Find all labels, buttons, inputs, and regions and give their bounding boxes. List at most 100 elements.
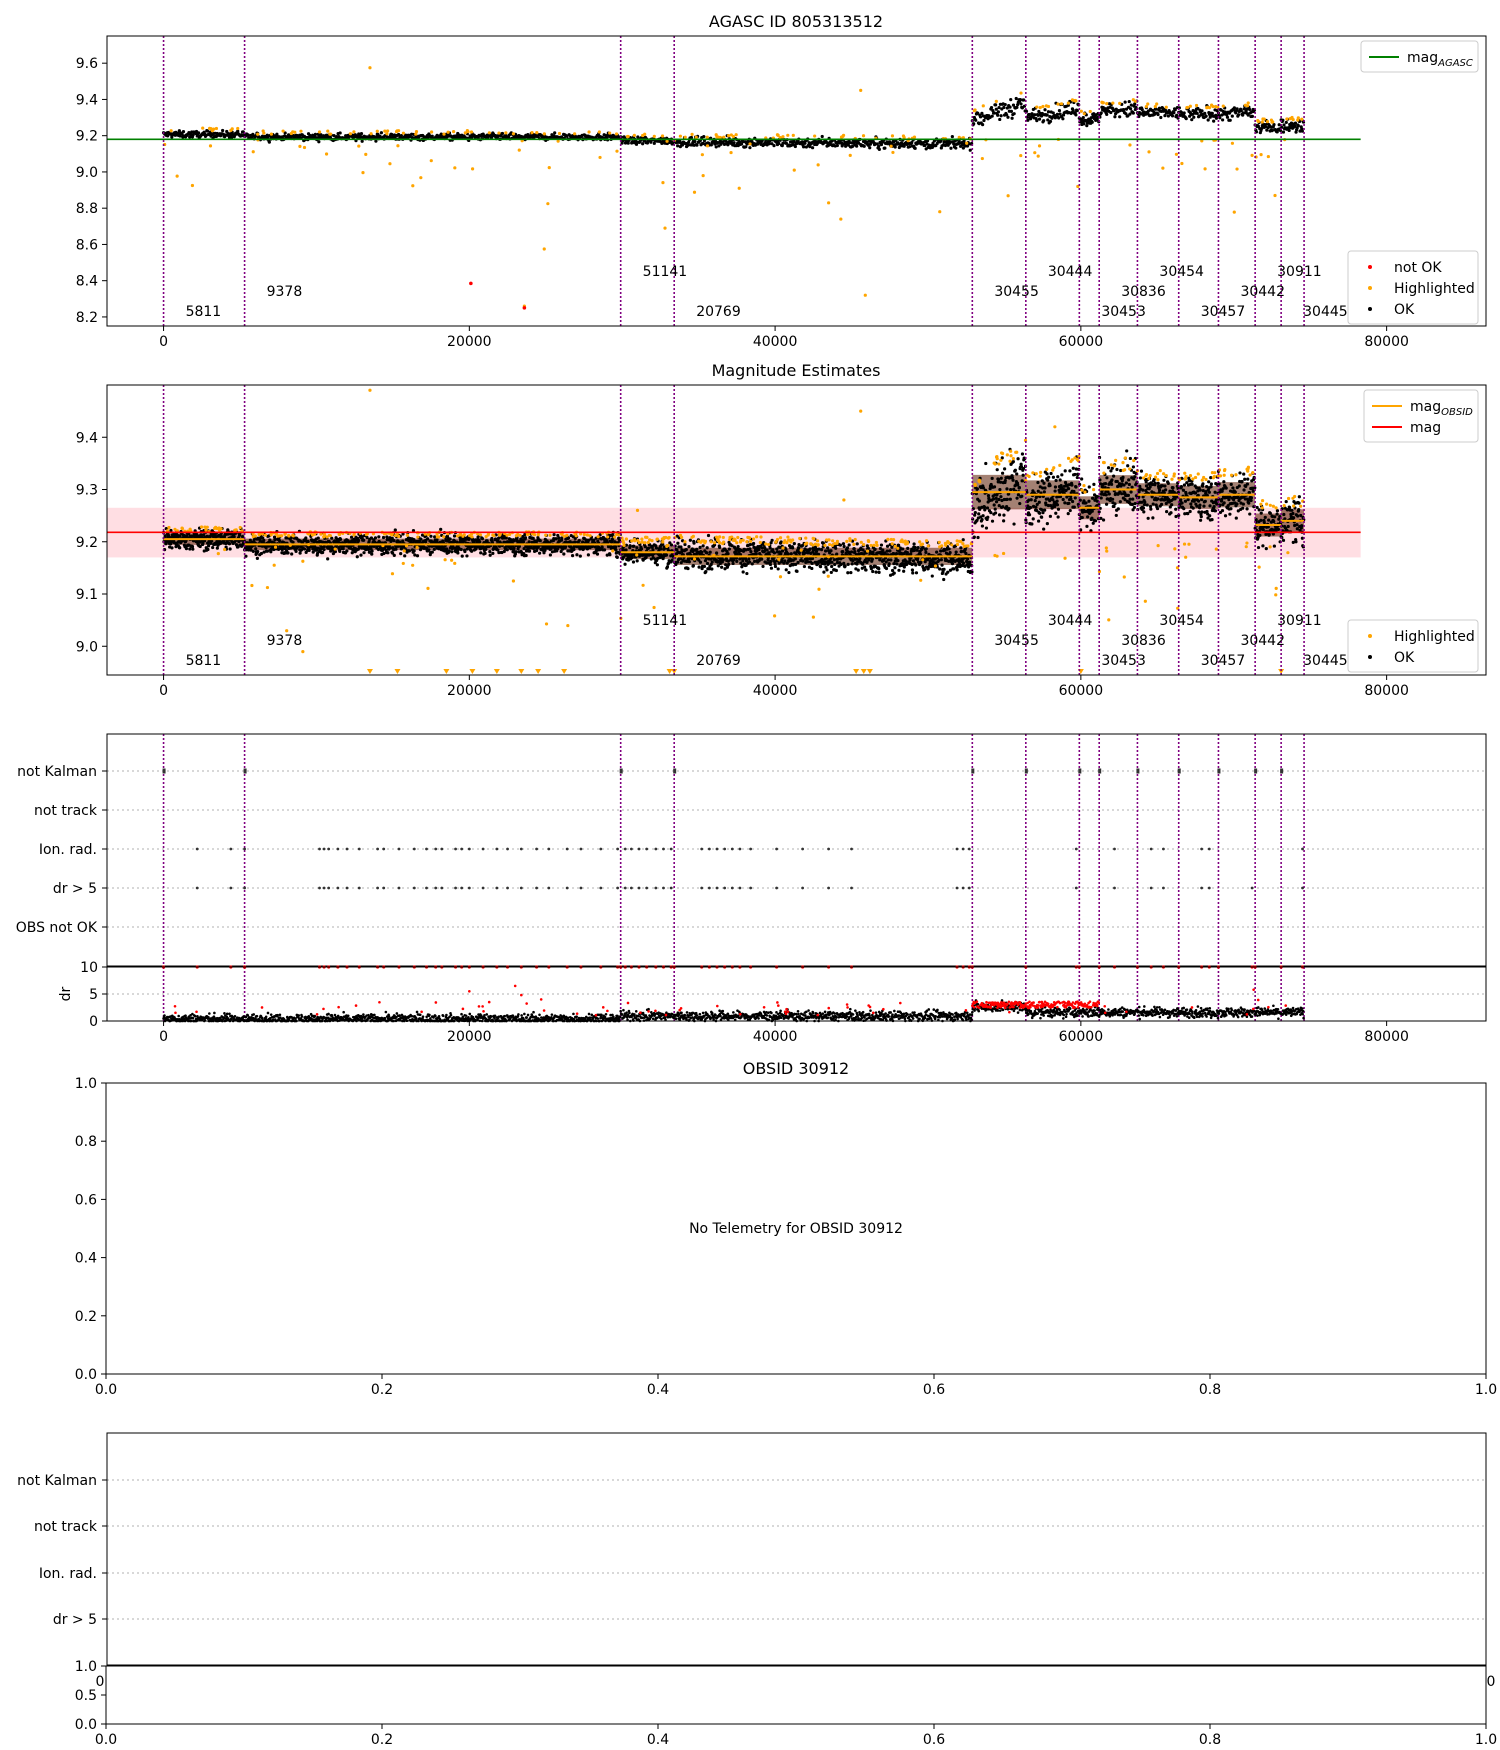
agasc-highlighted-point: [1230, 141, 1235, 145]
estimates-ok-point: [1071, 499, 1075, 504]
estimates-ok-point: [370, 549, 374, 553]
estimates-ok-point: [825, 568, 829, 572]
agasc-highlighted-point: [212, 127, 216, 131]
agasc-highlighted-point: [827, 201, 831, 205]
agasc-ok-point: [1293, 121, 1298, 125]
agasc-highlighted-point: [463, 131, 467, 135]
estimates-ok-point: [922, 567, 927, 572]
estimates-ok-point: [563, 545, 568, 549]
agasc-ok-point: [844, 144, 848, 148]
agasc-ok-point: [943, 143, 948, 148]
agasc-legend-bottom-dot-key: [1368, 286, 1372, 290]
estimates-ok-point: [946, 570, 950, 574]
estimates-ok-point: [1066, 512, 1070, 516]
estimates-ok-point: [1017, 485, 1022, 490]
agasc-ok-point: [1082, 122, 1086, 126]
estimates-ok-point: [714, 551, 719, 555]
agasc-ytick-label: 9.4: [76, 92, 98, 108]
agasc-ok-point: [1129, 107, 1133, 111]
agasc-highlighted-point: [414, 132, 418, 136]
agasc-ok-point: [1009, 98, 1013, 102]
agasc-ok-point: [702, 134, 706, 139]
agasc-highlighted-point: [1221, 104, 1225, 108]
estimates-ok-point: [504, 536, 508, 540]
agasc-highlighted-point: [902, 135, 906, 140]
estimates-ok-point: [824, 549, 828, 553]
estimates-ok-point: [947, 547, 951, 551]
estimates-ok-point: [697, 565, 701, 569]
estimates-ok-point: [286, 551, 290, 555]
agasc-ok-point: [1157, 106, 1162, 110]
agasc-ok-point: [1057, 109, 1062, 113]
agasc-ytick-label: 9.6: [76, 56, 98, 72]
estimates-ok-point: [998, 487, 1002, 492]
estimates-ok-point: [792, 542, 796, 546]
agasc-highlighted-point: [511, 132, 516, 136]
agasc-highlighted-point: [1038, 106, 1042, 110]
agasc-ok-point: [1195, 111, 1199, 115]
agasc-highlighted-point: [1082, 112, 1086, 116]
agasc-highlighted-point: [368, 66, 372, 70]
estimates-ok-point: [1036, 480, 1040, 485]
agasc-ok-point: [626, 141, 630, 145]
estimates-ok-point: [538, 551, 542, 555]
agasc-highlighted-point: [1188, 104, 1192, 108]
agasc-ok-point: [1048, 119, 1053, 124]
agasc-ok-point: [976, 111, 980, 116]
estimates-ok-point: [548, 553, 552, 557]
agasc-highlighted-point: [734, 133, 738, 137]
agasc-ok-point: [1127, 99, 1131, 104]
agasc-highlighted-point: [383, 129, 387, 133]
agasc-ok-point: [641, 142, 645, 146]
estimates-ok-point: [768, 562, 773, 567]
estimates-ok-point: [523, 536, 528, 540]
estimates-ok-point: [1045, 522, 1049, 526]
agasc-obsid-label: 30911: [1277, 264, 1322, 280]
estimates-ok-point: [1058, 478, 1062, 482]
estimates-ok-point: [302, 547, 307, 551]
agasc-ok-point: [810, 146, 815, 150]
agasc-title: AGASC ID 805313512: [709, 12, 883, 31]
agasc-highlighted-point: [401, 131, 406, 135]
estimates-ok-point: [710, 567, 714, 571]
agasc-highlighted-point: [546, 202, 550, 206]
estimates-ok-point: [736, 544, 740, 549]
agasc-ok-point: [1005, 106, 1009, 110]
estimates-ok-point: [814, 549, 819, 554]
estimates-ok-point: [810, 566, 814, 571]
agasc-ok-point: [1035, 119, 1039, 123]
estimates-ok-point: [277, 539, 282, 543]
agasc-highlighted-point: [1203, 167, 1207, 171]
agasc-highlighted-point: [388, 162, 392, 166]
agasc-obsid-label: 5811: [186, 304, 222, 320]
estimates-ok-point: [1002, 513, 1006, 517]
estimates-ok-point: [557, 536, 561, 540]
estimates-ok-point: [169, 528, 173, 533]
estimates-ok-point: [855, 542, 859, 546]
estimates-ok-point: [845, 546, 850, 550]
estimates-ok-point: [897, 543, 901, 547]
agasc-ok-point: [998, 117, 1002, 122]
estimates-ok-point: [973, 510, 977, 515]
estimates-ok-point: [721, 558, 725, 562]
agasc-xtick-label: 20000: [447, 334, 492, 350]
estimates-ok-point: [1129, 490, 1133, 494]
estimates-ok-point: [480, 537, 485, 541]
estimates-ok-point: [460, 554, 464, 558]
estimates-ok-point: [505, 548, 509, 552]
estimates-ok-point: [355, 555, 359, 559]
estimates-ok-point: [1131, 497, 1135, 501]
estimates-ok-point: [706, 533, 711, 538]
estimates-ok-point: [1165, 510, 1169, 514]
estimates-ok-point: [968, 560, 972, 564]
agasc-ok-point: [994, 107, 998, 111]
agasc-ok-point: [1045, 113, 1049, 117]
estimates-ok-point: [1042, 481, 1046, 485]
estimates-ok-point: [1030, 522, 1034, 526]
agasc-ok-point: [744, 145, 748, 149]
estimates-ok-point: [691, 564, 695, 568]
estimates-ok-point: [695, 547, 699, 551]
estimates-ok-point: [359, 553, 363, 557]
estimates-ok-point: [819, 548, 824, 552]
agasc-ok-point: [695, 143, 699, 147]
